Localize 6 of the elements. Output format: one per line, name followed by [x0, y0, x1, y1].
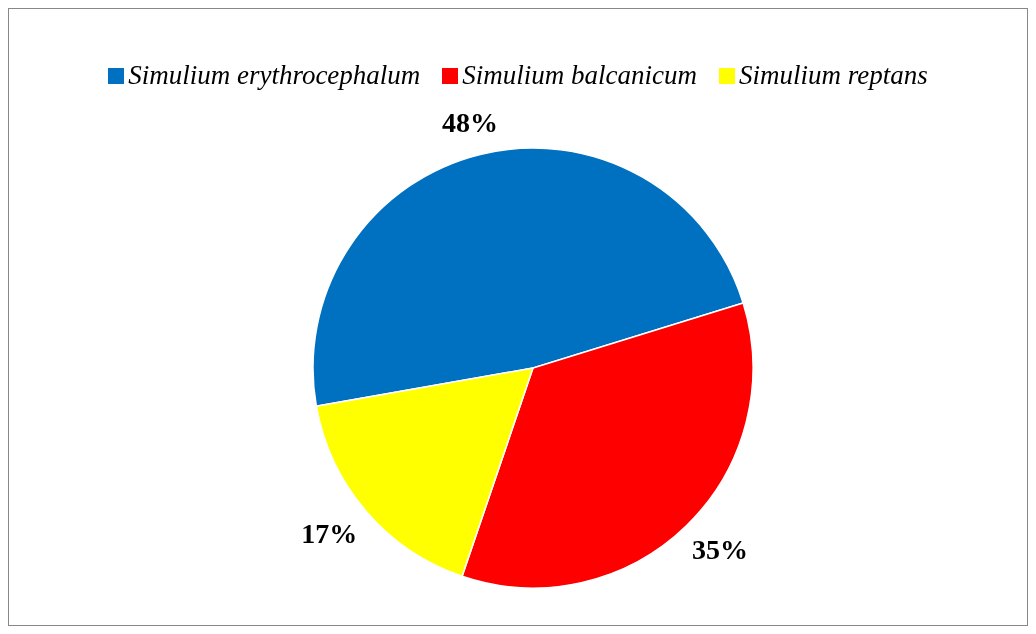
data-label: 48% [441, 107, 498, 139]
legend-label: Simulium erythrocephalum [128, 60, 421, 91]
legend-label: Simulium balcanicum [462, 60, 698, 91]
data-label: 35% [692, 534, 749, 566]
legend-label: Simulium reptans [739, 60, 928, 91]
data-label: 17% [301, 517, 358, 549]
